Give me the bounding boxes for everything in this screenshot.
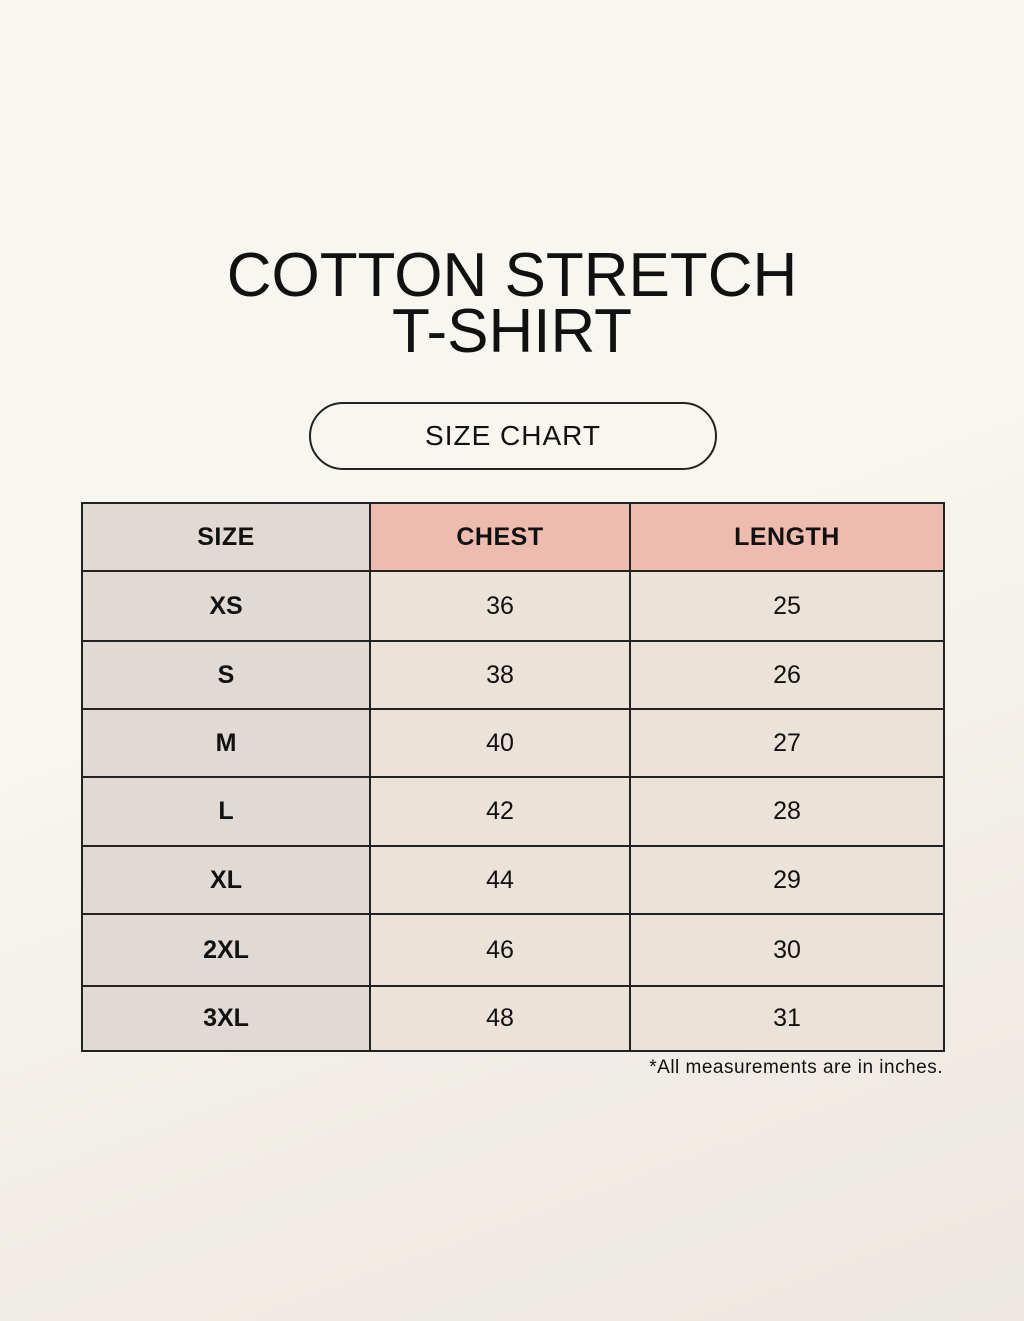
cell-length: 27 [628,708,946,778]
size-chart-label: SIZE CHART [309,402,717,470]
cell-size: L [81,776,371,847]
cell-chest: 46 [369,913,631,987]
cell-chest: 38 [369,640,631,710]
title-line-1: COTTON STRETCH [226,241,798,310]
cell-chest: 40 [369,708,631,778]
cell-length: 28 [628,776,946,847]
cell-length: 31 [628,985,946,1052]
table-row: 3XL 48 31 [81,985,946,1052]
cell-chest: 36 [369,570,631,642]
cell-size: 3XL [81,985,371,1052]
cell-chest: 48 [369,985,631,1052]
header-size: SIZE [81,502,371,572]
cell-length: 29 [628,845,946,915]
cell-chest: 44 [369,845,631,915]
header-length: LENGTH [628,502,946,572]
table-row: XS 36 25 [81,570,946,642]
cell-chest: 42 [369,776,631,847]
cell-length: 25 [628,570,946,642]
cell-size: S [81,640,371,710]
table-row: S 38 26 [81,640,946,710]
cell-size: XS [81,570,371,642]
table-row: XL 44 29 [81,845,946,915]
size-table: SIZE CHEST LENGTH XS 36 25 S 38 26 M 40 27 L 42 28 X… [81,502,946,1052]
cell-size: XL [81,845,371,915]
cell-size: M [81,708,371,778]
footnote: *All measurements are in inches. [649,1057,943,1078]
page-title: COTTON STRETCH T-SHIRT [0,241,1024,366]
table-row: M 40 27 [81,708,946,778]
header-chest: CHEST [369,502,631,572]
cell-length: 26 [628,640,946,710]
cell-size: 2XL [81,913,371,987]
cell-length: 30 [628,913,946,987]
title-line-2: T-SHIRT [392,297,632,366]
table-row: 2XL 46 30 [81,913,946,987]
table-row: L 42 28 [81,776,946,847]
table-header-row: SIZE CHEST LENGTH [81,502,946,572]
